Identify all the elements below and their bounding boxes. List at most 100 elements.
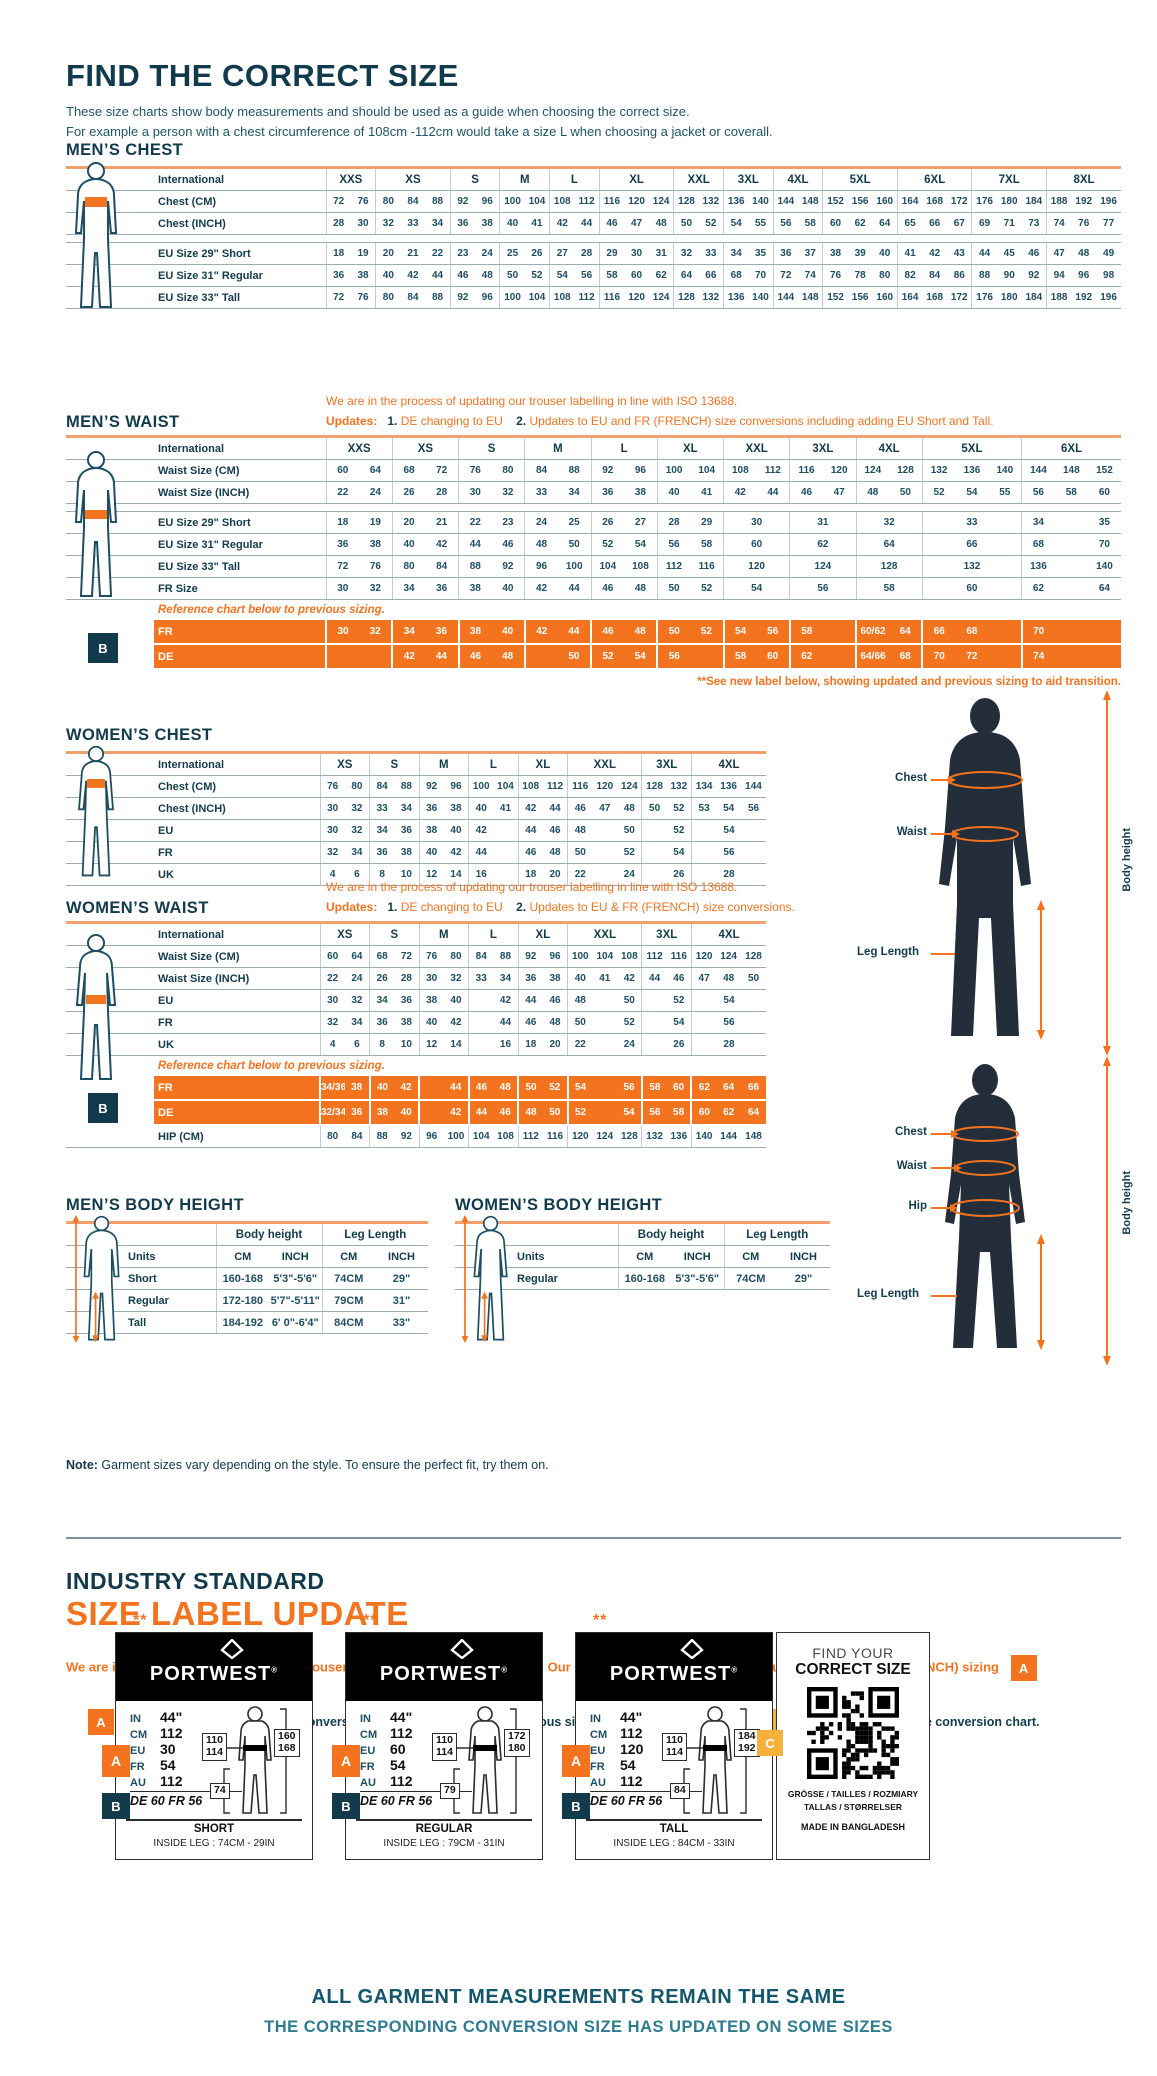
female-measurement-figure: Chest Waist Hip Leg Length Body height: [845, 1056, 1157, 1368]
bottom-headline: ALL GARMENT MEASUREMENTS REMAIN THE SAME: [311, 1986, 846, 2008]
previous-sizing: DE 60 FR 56: [360, 1791, 472, 1808]
b-badge: B: [88, 1093, 118, 1123]
leg-measure-box: 79: [440, 1783, 460, 1799]
table-row: Regular 160-168 5'3"-5'6" 74CM 29": [455, 1267, 830, 1290]
divider: [66, 1537, 1121, 1539]
height-measure-box: 172 180: [504, 1729, 530, 1757]
card-style: SHORT: [193, 1823, 235, 1835]
male-photo-figure-icon: [931, 690, 1111, 1056]
portwest-diamond-icon: [220, 1639, 244, 1659]
table-row: FR 32 34 36 38 40 42 44 46 48 50 52 54 56: [66, 841, 766, 864]
stars: **: [593, 1612, 608, 1629]
garment-note: Note: Garment sizes vary depending on th…: [66, 1458, 549, 1472]
bottom-subline: THE CORRESPONDING CONVERSION SIZE HAS UP…: [264, 2018, 893, 2036]
womens-body-height-section: WOMEN’S BODY HEIGHT Body height Leg Lengt…: [455, 1196, 830, 1343]
portwest-logo: PORTWEST®: [116, 1633, 312, 1701]
mens-waist-footnote: **See new label below, showing updated a…: [697, 676, 1121, 688]
a-badge: A: [562, 1745, 590, 1777]
table-row: Units CM INCH CM INCH: [455, 1245, 830, 1268]
body-height-label: Body height: [1121, 1171, 1133, 1235]
size-label-update-heading: SIZE LABEL UPDATE: [66, 1595, 409, 1632]
womens-waist-section: WOMEN’S WAIST We are in the process of u…: [66, 877, 1121, 1148]
womens_waist-grid: International XS S M L XL XXL 3XL 4XL Waist Size …: [66, 921, 766, 1148]
mens-chest-section: MEN’S CHEST International XXS XS S M L XL XXL 3X…: [66, 141, 1121, 309]
mens-chest-title: MEN’S CHEST: [66, 141, 184, 159]
header-row: International XS S M L XL XXL 3XL 4XL: [66, 922, 766, 946]
table-row: EU Size 29" Short 18 19 20 21 22 23 24 25 26 27 28 2…: [66, 511, 1121, 534]
stars: **: [133, 1612, 148, 1629]
chest-label: Chest: [895, 772, 927, 784]
size-label-card-tall: PORTWEST® IN 44" CM 112 EU 120 FR 54 AU 112 D…: [562, 1632, 773, 1860]
header-row: International XS S M L XL XXL 3XL 4XL: [66, 752, 766, 776]
card-inside-leg: INSIDE LEG : 74CM - 29IN: [153, 1838, 275, 1849]
table-row: Short 160-168 5'3"-5'6" 74CM 29": [66, 1267, 428, 1290]
womens-chest-section: WOMEN’S CHEST International XS S M L XL XXL 3XL…: [66, 726, 766, 886]
table-row: Regular 172-180 5'7"-5'11" 79CM 31": [66, 1289, 428, 1312]
mens-body-height-title: MEN’S BODY HEIGHT: [66, 1196, 244, 1214]
leg-measure-box: 84: [670, 1783, 690, 1799]
mens_body-grid: Body height Leg Length Units CM INCH CM INCH Sh…: [66, 1221, 428, 1334]
mens-waist-updates: We are in the process of updating our tr…: [326, 394, 994, 429]
card-figure-icon: [680, 1706, 747, 1814]
leg-measure-box: 74: [210, 1783, 230, 1799]
intro-text: These size charts show body measurements…: [66, 104, 773, 139]
womens-waist-title: WOMEN’S WAIST: [66, 899, 209, 917]
mens-waist-section: MEN’S WAIST We are in the process of upd…: [66, 391, 1121, 688]
table-row: FR 30 32 34 36 38 40 42 44 46 48 50 52 54 56 58 60/62 64 6…: [66, 620, 1121, 645]
mens-waist-title: MEN’S WAIST: [66, 413, 180, 431]
b-badge: B: [102, 1793, 130, 1819]
correct-size: CORRECT SIZE: [795, 1661, 911, 1678]
table-row: DE 42 44 46 48 50 52 54 56 58 60 62 64/66 68 70 72 74: [66, 644, 1121, 670]
womens-body-height-title: WOMEN’S BODY HEIGHT: [455, 1196, 663, 1214]
table-row: Waist Size (CM) 60 64 68 72 76 80 84 88 92 96 100 10…: [66, 945, 766, 968]
womens_chest-grid: International XS S M L XL XXL 3XL 4XL Chest (CM) 7…: [66, 751, 766, 886]
table-row: Chest (INCH) 28 30 32 33 34 36 38 40 41 42 44 46 47 48…: [66, 212, 1121, 235]
table-row: Chest (CM) 72 76 80 84 88 92 96 100 104 108 112 116 1…: [66, 190, 1121, 213]
c-badge: C: [757, 1730, 783, 1756]
b-badge: B: [562, 1793, 590, 1819]
header-row: Body height Leg Length: [455, 1222, 830, 1246]
womens-chest-table: International XS S M L XL XXL 3XL 4XL Chest (CM) 7…: [66, 745, 766, 886]
table-row: Waist Size (CM) 60 64 68 72 76 80 84 88 92 96 100 10…: [66, 459, 1121, 482]
table-row: Units CM INCH CM INCH: [66, 1245, 428, 1268]
female-photo-figure-icon: [931, 1056, 1111, 1366]
table-row: [66, 234, 1121, 243]
qr-code: [807, 1687, 899, 1779]
a-badge: A: [88, 1709, 114, 1735]
womens-waist-updates: We are in the process of updating our tr…: [326, 880, 795, 915]
table-row: EU Size 29" Short 18 19 20 21 22 23 24 25 26 27 28 2…: [66, 242, 1121, 265]
qr-card: FIND YOUR CORRECT SIZE GRÖSSE / TAILLES …: [776, 1632, 930, 1860]
height-measure-box: 184 192: [734, 1729, 760, 1757]
header-row: International XXS XS S M L XL XXL 3XL 4XL 5XL 6XL 7X…: [66, 167, 1121, 191]
mens-chest-table: International XXS XS S M L XL XXL 3XL 4XL 5XL 6XL 7X…: [66, 162, 1121, 309]
find-your: FIND YOUR: [812, 1645, 894, 1661]
stars: **: [363, 1612, 378, 1629]
industry-standard-heading: INDUSTRY STANDARD: [66, 1568, 325, 1594]
portwest-diamond-icon: [450, 1639, 474, 1659]
body-height-label: Body height: [1121, 828, 1133, 892]
a-badge: A: [1010, 1655, 1037, 1681]
table-row: UK 4 6 8 10 12 14 16 18 20 22 24 26 28: [66, 1033, 766, 1056]
table-row: EU 30 32 34 36 38 40 42 44 46 48 50 52 54: [66, 819, 766, 842]
size-label-card-short: PORTWEST® IN 44" CM 112 EU 30 FR 54 AU 112 DE…: [102, 1632, 313, 1860]
table-row: FR 34/36 38 40 42 44 46 48 50 52 54 56 58 60 62 64 66: [66, 1076, 766, 1101]
waist-measure-box: 110 114: [432, 1733, 457, 1761]
table-row: DE 32/34 36 38 40 42 44 46 48 50 52 54 56 58 60 62 64: [66, 1100, 766, 1126]
header-row: Body height Leg Length: [66, 1222, 428, 1246]
size-list: IN 44" CM 112 EU 120 FR 54 AU 112: [590, 1709, 644, 1789]
card-inside-leg: INSIDE LEG : 84CM - 33IN: [613, 1838, 735, 1849]
waist-measure-box: 110 114: [662, 1733, 687, 1761]
b-badge: B: [332, 1793, 360, 1819]
b-badge: B: [88, 633, 118, 663]
mens-body-height-section: MEN’S BODY HEIGHT Body height Leg Length U…: [66, 1196, 428, 1343]
womens-waist-table: B International XS S M L XL XXL 3XL 4XL Waist Siz…: [66, 921, 1121, 1148]
previous-sizing: DE 60 FR 56: [130, 1791, 242, 1808]
card-style: REGULAR: [415, 1823, 473, 1835]
mens_chest-grid: International XXS XS S M L XL XXL 3XL 4XL 5XL 6XL 7X…: [66, 166, 1121, 309]
womens-chest-title: WOMEN’S CHEST: [66, 726, 213, 744]
previous-sizing: DE 60 FR 56: [590, 1791, 702, 1808]
table-row: EU Size 33" Tall 72 76 80 84 88 92 96 100 104 108 1…: [66, 286, 1121, 309]
leg-length-label: Leg Length: [857, 946, 919, 958]
table-row: Waist Size (INCH) 22 24 26 28 30 32 33 34 36 38 40 4…: [66, 481, 1121, 504]
